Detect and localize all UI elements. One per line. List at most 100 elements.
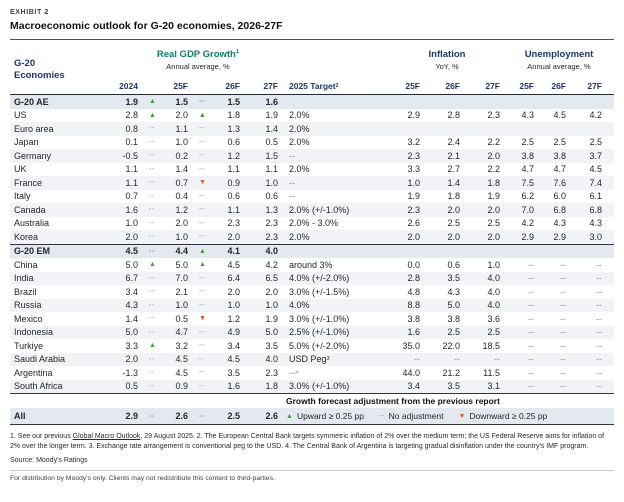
legend-item-label: Upward ≥ 0.25 pp <box>296 411 364 421</box>
cell-unemployment-26f: -- <box>560 313 566 324</box>
unemployment-group-header: Unemployment Annual average, % <box>508 46 610 78</box>
cell-inflation-26f <box>428 245 468 259</box>
cell-unemployment-25f: -- <box>528 273 534 284</box>
cell-inflation-27f: 2.5 <box>487 218 500 229</box>
cell-economy: UK <box>14 164 27 175</box>
cell-gdp-25f: ▲ 5.0 <box>146 258 196 272</box>
cell-unemployment-27f: -- <box>596 327 602 338</box>
cell-inflation-26f: 2.0 <box>447 231 460 242</box>
cell-2025-target: 2.0% <box>289 164 310 175</box>
cell-economy: China <box>14 259 38 270</box>
no-adjustment-dash: -- <box>149 125 155 133</box>
gdp-25f-value: 1.5 <box>175 96 188 107</box>
cell-unemployment-26f: 2.9 <box>553 231 566 242</box>
cell-gdp-25f: ▲ 1.5 <box>146 95 196 109</box>
cell-gdp-2024: 0.1 <box>125 137 138 148</box>
cell-gdp-25f: -- 0.7 <box>146 176 196 190</box>
cell-gdp-26f: -- 6.4 <box>196 272 248 286</box>
cell-inflation-25f: 2.6 <box>407 218 420 229</box>
gdp-25f-value: 1.0 <box>175 137 188 148</box>
cell-gdp-26f: -- 4.9 <box>196 326 248 340</box>
cell-unemployment-26f: 6.8 <box>553 204 566 215</box>
col-header-inflation-27f: 27F <box>485 81 500 91</box>
cell-unemployment-27f: 7.4 <box>589 177 602 188</box>
cell-inflation-26f: 21.2 <box>442 367 460 378</box>
cell-gdp-27f: 2.6 <box>265 411 278 421</box>
table-header: G-20 Economies Real GDP Growth1 Annual a… <box>10 40 614 95</box>
cell-gdp-26f: -- 1.1 <box>196 163 248 177</box>
cell-unemployment-27f: -- <box>596 354 602 365</box>
cell-unemployment-25f: 2.9 <box>521 231 534 242</box>
no-adjustment-dash: -- <box>149 315 155 323</box>
cell-economy: Korea <box>14 231 39 242</box>
cell-inflation-27f: -- <box>494 354 500 365</box>
cell-unemployment-26f: -- <box>560 286 566 297</box>
cell-inflation-25f <box>386 95 428 109</box>
gdp-25f-value: 1.4 <box>175 164 188 175</box>
gdp-26f-value: 6.4 <box>227 273 240 284</box>
gdp-26f-value: 4.1 <box>227 246 240 257</box>
cell-gdp-27f: 2.3 <box>265 367 278 378</box>
cell-2025-target: 2.0% (+/-1.0%) <box>289 204 350 215</box>
gdp-26f-value: 4.5 <box>227 354 240 365</box>
down-arrow-icon: ▼ <box>458 412 466 420</box>
footnote-text-pre: 1. See our previous <box>10 433 73 440</box>
up-arrow-icon: ▲ <box>149 98 156 106</box>
gdp-26f-value: 0.9 <box>227 177 240 188</box>
cell-unemployment-26f: -- <box>560 300 566 311</box>
cell-unemployment-25f: -- <box>528 300 534 311</box>
cell-economy: Argentina <box>14 367 53 378</box>
cell-inflation-27f: 1.9 <box>487 191 500 202</box>
no-adjustment-dash: -- <box>199 98 205 106</box>
no-adjustment-dash: -- <box>149 165 155 173</box>
table-row-canada: Canada 1.6 -- 1.2 -- 1.1 1.3 2.0% (+/-1.0%) 2.3 2… <box>10 203 614 217</box>
gdp-25f-value: 3.2 <box>175 340 188 351</box>
no-adjustment-dash: -- <box>199 288 205 296</box>
cell-inflation-27f: 2.3 <box>487 110 500 121</box>
cell-inflation-27f: 3.6 <box>487 313 500 324</box>
col-header-2025-target: 2025 Target 2 <box>289 81 339 91</box>
gdp-25f-value: 4.5 <box>175 354 188 365</box>
gdp-26f-value: 1.5 <box>227 96 240 107</box>
cell-unemployment-27f: 2.5 <box>589 137 602 148</box>
exhibit-page: EXHIBIT 2 Macroeconomic outlook for G-20… <box>10 9 614 482</box>
cell-unemployment-25f: 4.2 <box>521 218 534 229</box>
col-header-gdp-25f: 25F <box>173 81 188 91</box>
table-row-italy: Italy 0.7 -- 0.4 -- 0.6 0.6 -- 1.9 1.8 1.9 6.2 6.0 6.… <box>10 190 614 204</box>
cell-inflation-27f: 4.0 <box>487 273 500 284</box>
cell-gdp-2024: 5.0 <box>125 327 138 338</box>
no-adjustment-dash: -- <box>149 382 155 390</box>
cell-inflation-27f: 3.1 <box>487 381 500 392</box>
exhibit-label: EXHIBIT 2 <box>10 9 49 16</box>
col-header-inflation-26f: 26F <box>445 81 460 91</box>
cell-gdp-27f: 1.1 <box>265 164 278 175</box>
cell-gdp-2024: 1.9 <box>125 96 138 107</box>
unemployment-group-subtitle: Annual average, % <box>527 62 591 71</box>
all-row: All 2.9 -- 2.6 -- 2.5 2.6 ▲ Upward ≥ 0.2… <box>10 408 614 424</box>
col-header-gdp-2024: 2024 <box>119 81 138 91</box>
gdp-26f-value: 3.4 <box>227 340 240 351</box>
table-footer: Growth forecast adjustment from the prev… <box>10 393 614 425</box>
global-macro-outlook-link[interactable]: Global Macro Outlook <box>72 433 141 440</box>
table-row-south-africa: South Africa 0.5 -- 0.9 -- 1.6 1.8 3.0% (+/-1.0… <box>10 379 614 393</box>
table-row-g-20-ae: G-20 AE 1.9 ▲ 1.5 -- 1.5 1.6 <box>10 95 614 109</box>
footnote-marker-2: 2 <box>335 83 339 89</box>
no-adjustment-dash: -- <box>199 274 205 282</box>
cell-gdp-2024: 0.5 <box>125 381 138 392</box>
cell-unemployment-27f: 4.3 <box>589 218 602 229</box>
gdp-25f-value: 0.5 <box>175 313 188 324</box>
no-adjustment-dash: -- <box>199 125 205 133</box>
cell-gdp-2024: 3.3 <box>125 340 138 351</box>
cell-gdp-25f: ▲ 3.2 <box>146 339 196 353</box>
economies-column-header: G-20 Economies <box>10 46 110 94</box>
cell-inflation-25f: 2.0 <box>407 231 420 242</box>
cell-economy: All <box>14 411 26 421</box>
gdp-26f-value: 2.5 <box>227 411 240 421</box>
cell-inflation-27f: 2.0 <box>487 231 500 242</box>
cell-inflation-25f: 44.0 <box>402 367 420 378</box>
cell-unemployment-26f <box>542 95 574 109</box>
cell-gdp-26f: -- 0.6 <box>196 136 248 150</box>
cell-gdp-25f: -- 7.0 <box>146 272 196 286</box>
no-adjustment-dash: -- <box>199 206 205 214</box>
cell-inflation-26f: 2.1 <box>447 150 460 161</box>
